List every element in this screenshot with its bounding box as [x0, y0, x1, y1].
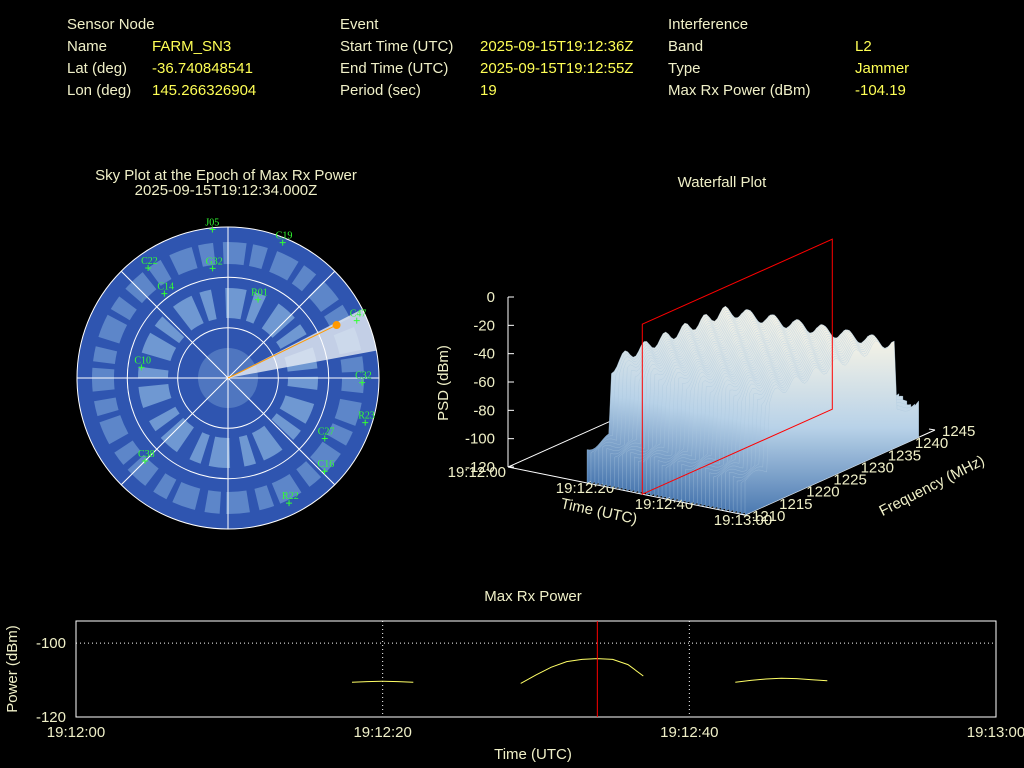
- jammer-point: [332, 321, 341, 330]
- power-line: [351, 658, 828, 684]
- field-value: 145.266326904: [152, 82, 256, 99]
- y-tick-label: 1210: [752, 508, 785, 525]
- chart-title: Max Rx Power: [484, 588, 582, 605]
- satellite-label: R22: [282, 491, 299, 502]
- field-value: Jammer: [855, 60, 909, 77]
- field-value: -36.740848541: [152, 60, 253, 77]
- field-value: FARM_SN3: [152, 38, 231, 55]
- sky-plot: Sky Plot at the Epoch of Max Rx Power 20…: [76, 167, 380, 530]
- z-tick-label: -120: [465, 459, 495, 476]
- satellite-label: C38: [138, 449, 155, 460]
- field-value: 2025-09-15T19:12:55Z: [480, 60, 633, 77]
- y-tick-label: 1225: [833, 472, 866, 489]
- y-tick-label: 1245: [942, 423, 975, 440]
- sky-title: Sky Plot at the Epoch of Max Rx Power: [95, 167, 357, 184]
- y-tick-label: 1235: [888, 447, 921, 464]
- field-label: Name: [67, 38, 107, 55]
- waterfall-plot: Waterfall Plot PSD (dBm) Time (UTC) Freq…: [435, 174, 987, 529]
- field-label: Type: [668, 60, 701, 77]
- x-tick-label: 19:12:00: [47, 724, 105, 741]
- satellite-marker: [209, 265, 216, 272]
- satellite-label: C27: [318, 426, 335, 437]
- z-tick-label: -80: [473, 402, 495, 419]
- satellite-marker: [359, 379, 366, 386]
- y-tick-label: 1220: [806, 484, 839, 501]
- spectrum-slice: [744, 340, 919, 516]
- y-tick-label: -100: [36, 635, 66, 652]
- section-title: Interference: [668, 16, 748, 33]
- satellite-label: R23: [358, 411, 375, 422]
- y-tick-label: -120: [36, 709, 66, 726]
- x-axis-label: Time (UTC): [494, 746, 572, 763]
- y-tick-label: 1240: [915, 435, 948, 452]
- field-label: End Time (UTC): [340, 60, 448, 77]
- satellite-label: C32: [355, 371, 372, 382]
- field-label: Period (sec): [340, 82, 421, 99]
- x-tick: [507, 464, 514, 468]
- field-label: Lat (deg): [67, 60, 127, 77]
- field-value: -104.19: [855, 82, 906, 99]
- header: Sensor Node Name FARM_SN3 Lat (deg) -36.7408…: [67, 16, 909, 99]
- z-tick-label: -60: [473, 374, 495, 391]
- y-tick: [928, 428, 936, 431]
- satellite-marker: [279, 239, 286, 246]
- satellite-marker: [286, 500, 293, 507]
- satellite-marker: [161, 290, 168, 297]
- satellite-marker: [353, 317, 360, 324]
- x-tick-label: 19:12:00: [448, 464, 506, 481]
- sky-hotspot: [228, 300, 379, 378]
- x-tick-label: 19:13:00: [967, 724, 1024, 741]
- y-tick-label: 1215: [779, 496, 812, 513]
- field-label: Band: [668, 38, 703, 55]
- satellite-marker: [209, 226, 216, 233]
- satellite-label: C47: [350, 309, 367, 320]
- x-tick-label: 19:13:00: [714, 512, 772, 529]
- satellite-marker: [141, 458, 148, 465]
- z-axis-label: PSD (dBm): [435, 345, 452, 421]
- field-label: Lon (deg): [67, 82, 131, 99]
- x-tick-label: 19:12:20: [353, 724, 411, 741]
- waterfall-title: Waterfall Plot: [678, 174, 767, 191]
- field-value: 19: [480, 82, 497, 99]
- section-title: Event: [340, 16, 379, 33]
- satellite-label: C16: [318, 459, 335, 470]
- satellite-label: C22: [141, 256, 158, 267]
- satellite-label: R01: [251, 288, 268, 299]
- satellite-label: C19: [276, 231, 293, 242]
- z-tick-label: -40: [473, 346, 495, 363]
- z-tick-label: 0: [487, 289, 495, 306]
- jammer-direction: [227, 324, 337, 379]
- z-tick-label: -20: [473, 317, 495, 334]
- z-tick-label: -100: [465, 431, 495, 448]
- max-rx-power-chart: Max Rx Power Time (UTC) Power (dBm) -100…: [4, 588, 1024, 763]
- y-tick: [738, 513, 746, 516]
- field-label: Max Rx Power (dBm): [668, 82, 811, 99]
- satellite-label: G32: [206, 256, 223, 267]
- satellite-marker: [321, 468, 328, 475]
- satellite-marker: [362, 419, 369, 426]
- satellite-label: J05: [205, 217, 219, 228]
- y-axis-label: Power (dBm): [4, 625, 21, 713]
- field-label: Start Time (UTC): [340, 38, 453, 55]
- y-tick-label: 1230: [861, 459, 894, 476]
- sky-subtitle: 2025-09-15T19:12:34.000Z: [135, 182, 318, 199]
- satellite-marker: [138, 364, 145, 371]
- satellite-marker: [255, 296, 262, 303]
- satellite-marker: [321, 435, 328, 442]
- field-value: L2: [855, 38, 872, 55]
- satellite-label: C10: [134, 355, 151, 366]
- epoch-plane: [641, 238, 833, 495]
- satellite-marker: [145, 265, 152, 272]
- satellite-label: C14: [157, 282, 174, 293]
- x-tick-label: 19:12:40: [660, 724, 718, 741]
- field-value: 2025-09-15T19:12:36Z: [480, 38, 633, 55]
- section-title: Sensor Node: [67, 16, 155, 33]
